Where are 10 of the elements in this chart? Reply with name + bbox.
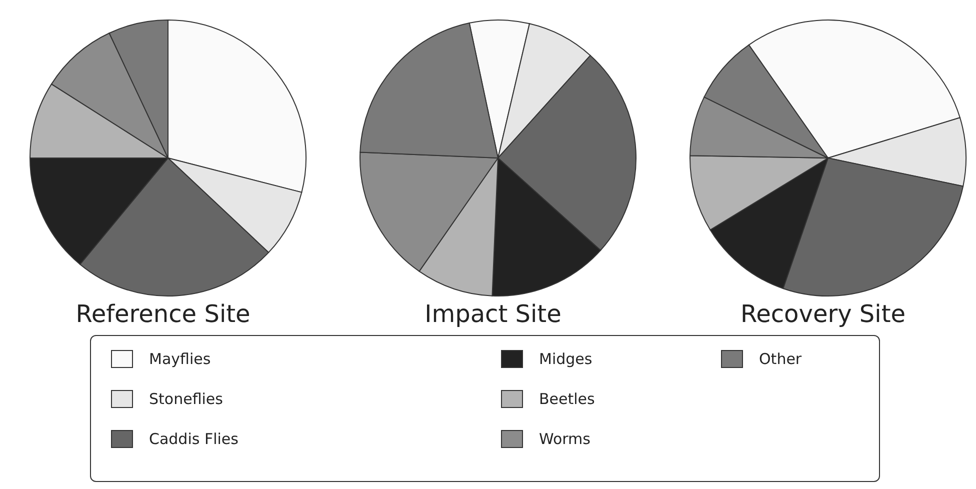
legend-label: Worms [539,430,590,448]
text: Impact Site [424,300,562,328]
legend-label: Beetles [539,390,595,408]
legend-label: Mayflies [149,350,211,368]
legend-label: Caddis Flies [149,430,238,448]
text: Reference Site [74,300,252,328]
legend-label: Stoneflies [149,390,223,408]
legend-label: Other [759,350,802,368]
legend-label: Midges [539,350,592,368]
text: Recovery Site [740,300,906,328]
